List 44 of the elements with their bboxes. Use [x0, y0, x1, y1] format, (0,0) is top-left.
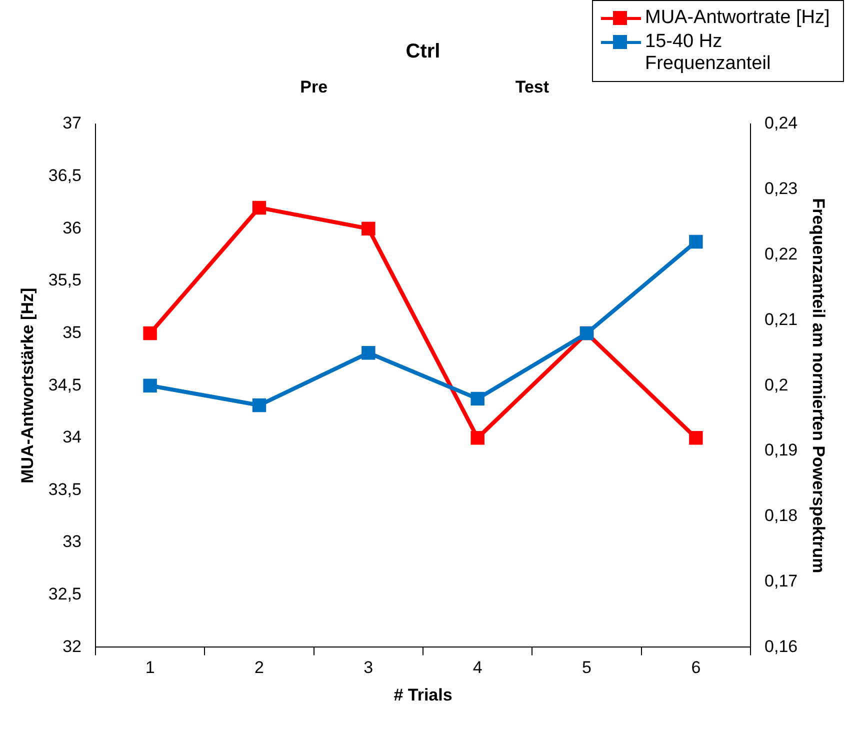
y2-tick-label: 0,2 — [764, 375, 788, 394]
point — [470, 392, 484, 406]
point — [689, 234, 703, 249]
y-tick-label: 37 — [62, 114, 82, 133]
y2-tick-label: 0,19 — [764, 440, 798, 460]
y2-tick-label: 0,18 — [764, 506, 798, 526]
y-tick-label: 35,5 — [48, 270, 82, 290]
chart-title: Ctrl — [406, 40, 440, 63]
point — [252, 200, 266, 215]
x-tick-label: 2 — [254, 658, 264, 678]
y2-tick-label: 0,22 — [764, 244, 798, 264]
point — [252, 398, 266, 412]
y2-tick-label: 0,24 — [764, 114, 798, 133]
point — [362, 346, 376, 360]
point — [143, 326, 157, 340]
x-tick-label: 3 — [364, 658, 374, 678]
y-tick-label: 32,5 — [48, 584, 82, 604]
y-tick-label: 36,5 — [48, 166, 82, 186]
point — [143, 378, 157, 392]
point — [362, 222, 376, 236]
x-axis-title: # Trials — [394, 685, 452, 704]
y-tick-label: 32 — [62, 636, 82, 656]
y-axis-title: MUA-Antwortstärke [Hz] — [18, 288, 37, 484]
y-tick-label: 33 — [62, 532, 82, 552]
text: Pre — [300, 78, 328, 97]
point — [689, 431, 703, 445]
y-tick-label: 34,5 — [48, 375, 82, 394]
x-tick-label: 6 — [691, 658, 701, 678]
y2-tick-label: 0,17 — [764, 571, 798, 590]
legend-label: 15-40 Hz Frequenzanteil — [645, 31, 772, 75]
y2-tick-label: 0,23 — [764, 179, 798, 198]
legend-label: MUA-Antwortrate [Hz] — [645, 7, 830, 29]
y-tick-label: 33,5 — [48, 480, 82, 499]
x-tick-label: 5 — [582, 658, 592, 678]
text: Test — [515, 78, 550, 97]
y2-axis-title: Frequenzanteil am normierten Powerspektrum — [809, 198, 828, 574]
x-tick-label: 1 — [145, 658, 155, 678]
y-tick-label: 35 — [62, 322, 82, 342]
point — [470, 431, 484, 445]
x-tick-label: 4 — [472, 658, 482, 678]
y-tick-label: 34 — [62, 428, 82, 447]
y-tick-label: 36 — [62, 218, 82, 238]
y2-tick-label: 0,21 — [764, 310, 798, 329]
y2-tick-label: 0,16 — [764, 636, 798, 656]
